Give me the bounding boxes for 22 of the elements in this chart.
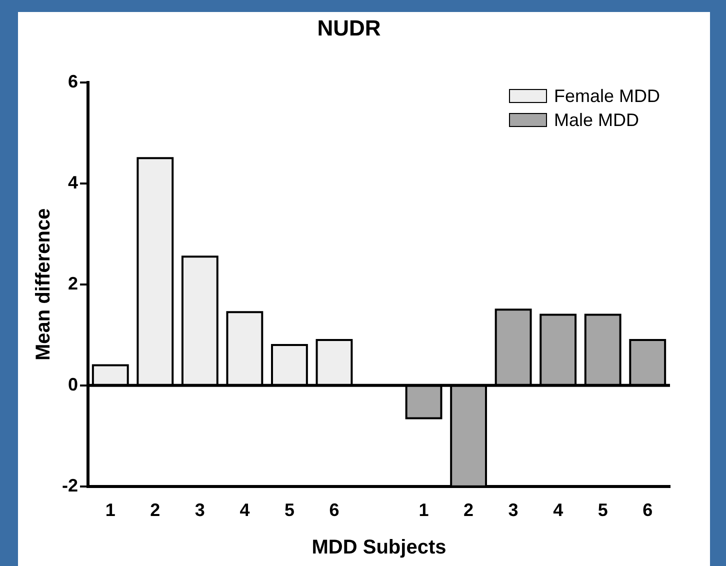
x-tick-label: 6: [642, 500, 653, 520]
y-tick-label: 2: [68, 273, 78, 294]
x-tick-label: 2: [150, 500, 160, 520]
y-tick-label: -2: [62, 475, 78, 496]
x-tick-label: 3: [194, 500, 205, 520]
x-tick-label: 5: [598, 500, 608, 520]
x-tick-label: 1: [105, 500, 116, 520]
x-tick-label: 3: [508, 500, 518, 520]
y-tick-label: 4: [68, 172, 78, 192]
x-axis-title: MDD Subjects: [312, 536, 446, 559]
y-tick-label: 6: [68, 71, 78, 92]
x-tick-label: 4: [553, 500, 564, 520]
x-tick-label: 1: [418, 500, 429, 520]
x-tick-label: 6: [329, 500, 340, 520]
legend-label: Male MDD: [554, 109, 640, 132]
x-tick-label: 5: [284, 500, 294, 520]
y-axis-title: Mean difference: [32, 208, 55, 361]
x-tick-label: 2: [464, 500, 474, 520]
chart-title: NUDR: [317, 15, 381, 40]
x-tick-label: 4: [240, 500, 250, 520]
y-tick-label: 0: [68, 374, 78, 394]
legend-label: Female MDD: [554, 85, 660, 108]
